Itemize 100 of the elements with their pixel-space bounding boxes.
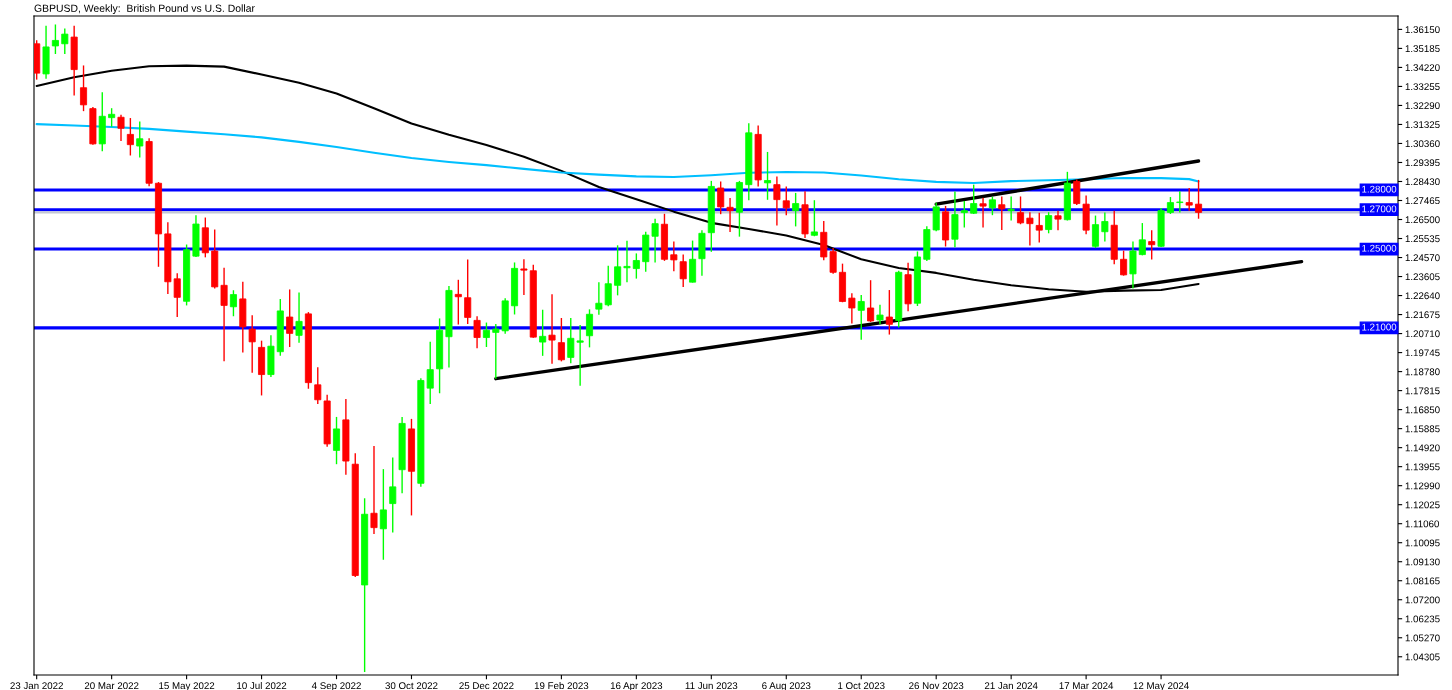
y-tick-label: 1.31325: [1405, 121, 1440, 129]
candlestick: [792, 192, 800, 228]
candlestick: [61, 27, 69, 55]
x-tick-label: 11 Jun 2023: [685, 682, 738, 690]
candlestick: [614, 244, 622, 297]
y-tick-label: 1.17815: [1405, 387, 1440, 395]
candlestick: [539, 309, 547, 357]
candlestick: [220, 267, 228, 362]
ref-line-label: 1.25000: [1362, 244, 1397, 252]
candlestick: [520, 258, 528, 296]
candlestick: [1138, 222, 1146, 257]
x-tick-label: 23 Jan 2022: [10, 682, 63, 690]
ref-line-label: 1.21000: [1362, 323, 1397, 331]
y-tick-label: 1.09130: [1405, 558, 1440, 566]
candlestick: [557, 317, 565, 363]
candlestick: [689, 239, 697, 284]
y-tick-label: 1.13955: [1405, 463, 1440, 471]
y-tick-label: 1.05270: [1405, 634, 1440, 642]
candlestick: [604, 265, 612, 307]
y-tick-label: 1.22640: [1405, 292, 1440, 300]
candlestick: [136, 120, 144, 159]
candlestick: [454, 279, 462, 326]
y-tick-label: 1.23605: [1405, 273, 1440, 281]
x-tick-label: 26 Nov 2023: [909, 682, 964, 690]
candlestick: [585, 308, 594, 349]
candlestick: [1045, 211, 1053, 234]
candlestick: [51, 23, 59, 55]
x-tick-label: 25 Dec 2022: [459, 682, 514, 690]
candlestick: [829, 247, 837, 275]
y-tick-label: 1.14920: [1405, 444, 1440, 452]
candlestick: [876, 304, 884, 326]
candlestick: [1091, 214, 1099, 249]
candlestick: [960, 200, 968, 229]
y-tick-label: 1.15885: [1405, 425, 1440, 433]
candlestick: [764, 151, 772, 201]
candlestick: [717, 180, 725, 215]
candlestick: [988, 196, 996, 216]
x-tick-label: 30 Oct 2022: [385, 682, 438, 690]
y-tick-label: 1.20710: [1405, 330, 1440, 338]
candlestick: [810, 199, 818, 237]
y-tick-label: 1.12025: [1405, 501, 1440, 509]
candlestick: [1017, 195, 1025, 225]
candlestick: [1176, 190, 1184, 214]
candlestick: [1054, 209, 1062, 231]
candlestick: [389, 456, 397, 534]
candlestick: [286, 288, 294, 348]
candlestick: [679, 253, 687, 288]
x-tick-label: 10 Jul 2022: [237, 681, 287, 690]
y-tick-label: 1.25535: [1405, 235, 1440, 243]
candlestick: [595, 281, 603, 316]
x-tick-label: 20 Mar 2022: [84, 682, 139, 690]
ref-line-label: 1.28000: [1362, 185, 1397, 193]
y-tick-label: 1.06235: [1405, 615, 1440, 623]
x-tick-label: 1 Oct 2023: [838, 682, 885, 690]
candlestick: [379, 468, 387, 561]
y-tick-label: 1.27465: [1405, 197, 1440, 205]
y-tick-label: 1.33255: [1405, 83, 1440, 91]
candlestick: [1035, 212, 1043, 244]
candlestick: [632, 252, 640, 280]
candlestick: [1185, 187, 1193, 212]
candlestick: [1101, 211, 1109, 243]
y-tick-label: 1.26500: [1405, 216, 1440, 224]
candlestick: [482, 321, 490, 348]
y-tick-label: 1.34220: [1405, 64, 1440, 72]
line-series: [35, 123, 1200, 185]
candlestick: [80, 64, 88, 112]
y-tick-label: 1.29395: [1405, 159, 1440, 167]
y-tick-label: 1.28430: [1405, 178, 1440, 186]
y-tick-label: 1.11060: [1405, 520, 1439, 528]
candlestick: [117, 114, 125, 142]
candlestick: [295, 291, 303, 344]
chart-title: GBPUSD, Weekly: British Pound vs U.S. Dollar: [34, 4, 255, 14]
y-tick-label: 1.30360: [1405, 140, 1440, 148]
candlestick: [1148, 229, 1156, 261]
candlestick: [126, 117, 134, 157]
y-tick-label: 1.10095: [1405, 539, 1440, 547]
y-tick-label: 1.08165: [1405, 577, 1440, 585]
candlestick: [108, 107, 116, 128]
candlestick: [464, 258, 472, 325]
y-tick-label: 1.18780: [1405, 368, 1440, 376]
candlestick: [1026, 211, 1034, 247]
y-tick-label: 1.07200: [1405, 596, 1440, 604]
candlestick: [1129, 240, 1137, 290]
candlestick: [857, 294, 865, 341]
candlestick: [1120, 249, 1128, 277]
y-tick-label: 1.32290: [1405, 102, 1440, 110]
candlestick: [782, 185, 790, 216]
ref-line-label: 1.27000: [1362, 205, 1397, 213]
candlestick: [670, 240, 678, 273]
x-tick-label: 17 Mar 2024: [1059, 682, 1114, 690]
candlestick: [998, 195, 1006, 231]
candlestick: [548, 293, 556, 365]
candlestick: [473, 315, 481, 350]
y-tick-label: 1.21675: [1405, 311, 1440, 319]
candlestick: [651, 218, 659, 264]
x-tick-label: 21 Jan 2024: [984, 682, 1038, 690]
candlestick: [370, 445, 378, 535]
candlestick: [773, 175, 781, 227]
y-tick-label: 1.19745: [1405, 349, 1440, 357]
y-tick-label: 1.04305: [1405, 653, 1440, 661]
